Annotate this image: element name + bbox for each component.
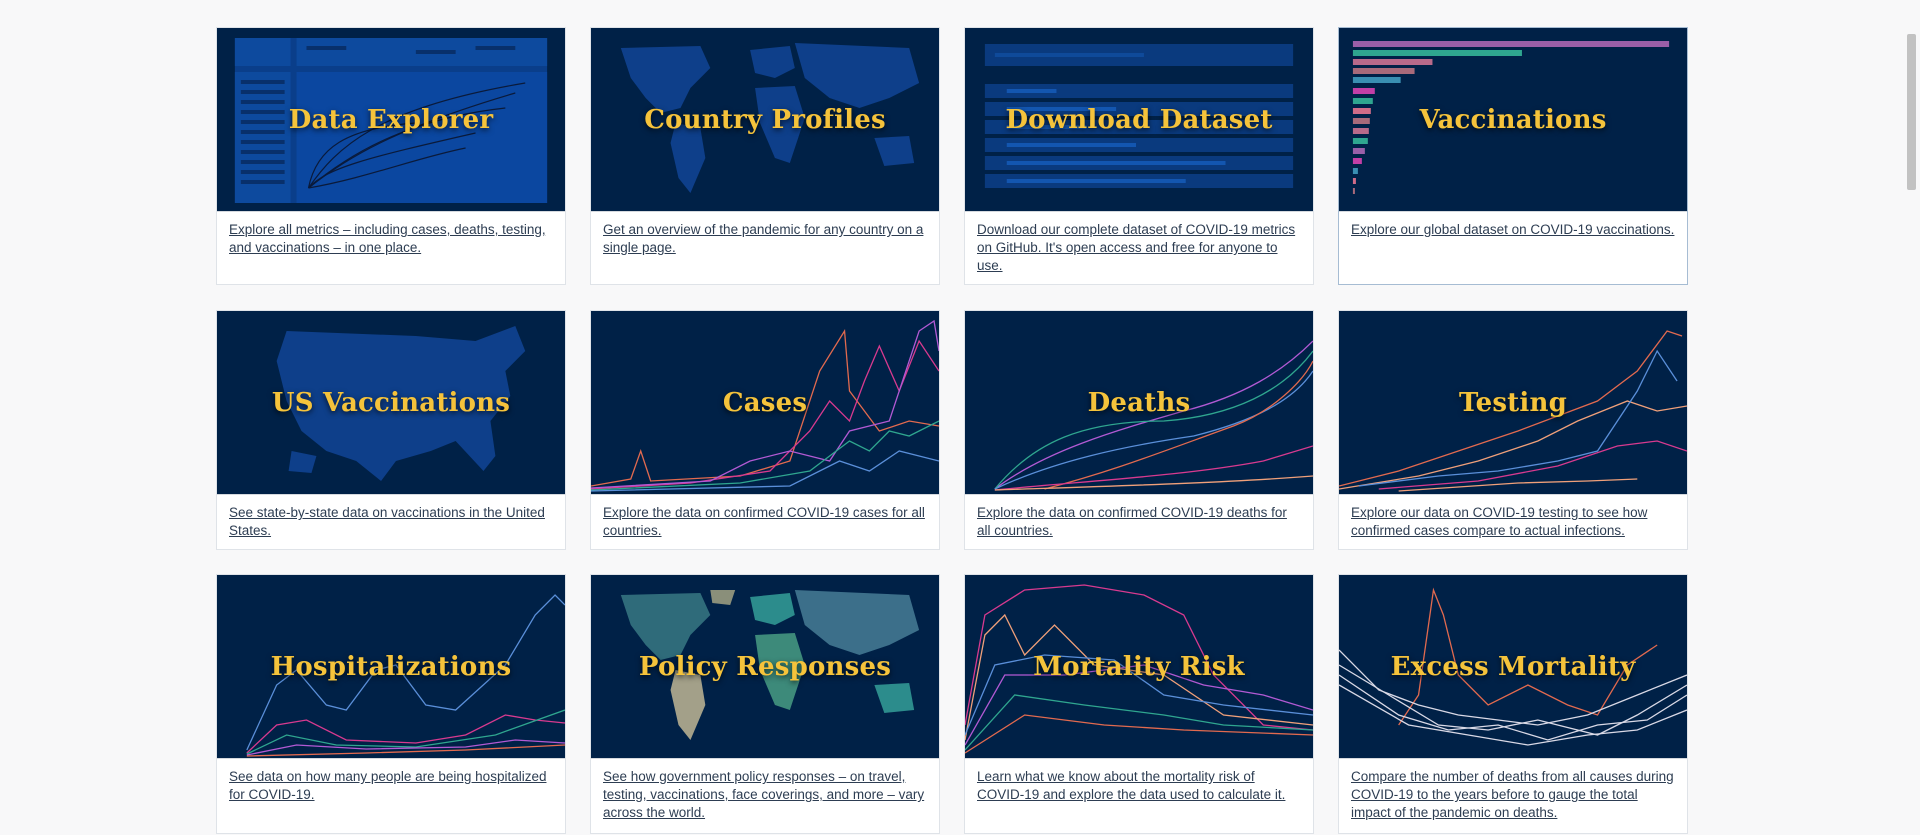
card-thumbnail: US Vaccinations: [217, 311, 565, 495]
scrollbar-thumb[interactable]: [1907, 34, 1916, 190]
mortality-lines-illustration: [965, 584, 1313, 754]
card-title: Download Dataset: [1005, 104, 1273, 135]
card-excess-mortality[interactable]: Excess Mortality Compare the number of d…: [1338, 574, 1688, 834]
cases-lines-illustration: [591, 319, 939, 492]
card-link[interactable]: Explore the data on confirmed COVID-19 c…: [603, 505, 925, 538]
card-testing[interactable]: Testing Explore our data on COVID-19 tes…: [1338, 310, 1688, 550]
cards-row-3: Hospitalizations See data on how many pe…: [216, 574, 1688, 834]
card-thumbnail: Data Explorer: [217, 28, 565, 212]
card-cases[interactable]: Cases Explore the data on confirmed COVI…: [590, 310, 940, 550]
card-thumbnail: Policy Responses: [591, 575, 939, 759]
card-mortality-risk[interactable]: Mortality Risk Learn what we know about …: [964, 574, 1314, 834]
card-policy-responses[interactable]: Policy Responses See how government poli…: [590, 574, 940, 834]
us-map-illustration: [276, 326, 526, 481]
card-title: Policy Responses: [638, 651, 892, 682]
card-hospitalizations[interactable]: Hospitalizations See data on how many pe…: [216, 574, 566, 834]
card-title: US Vaccinations: [271, 387, 511, 418]
card-thumbnail: Download Dataset: [965, 28, 1313, 212]
card-thumbnail: Hospitalizations: [217, 575, 565, 759]
cards-row-2: US Vaccinations See state-by-state data …: [216, 310, 1688, 550]
card-thumbnail: Country Profiles: [591, 28, 939, 212]
card-title: Vaccinations: [1419, 104, 1607, 135]
policy-map-illustration: [620, 590, 920, 740]
card-vaccinations[interactable]: Vaccinations Explore our global dataset …: [1338, 27, 1688, 285]
vaccination-bars-illustration: [1352, 41, 1670, 194]
card-title: Data Explorer: [288, 104, 494, 135]
card-thumbnail: Testing: [1339, 311, 1687, 495]
card-link[interactable]: Explore our data on COVID-19 testing to …: [1351, 505, 1648, 538]
testing-lines-illustration: [1339, 330, 1687, 492]
card-thumbnail: Mortality Risk: [965, 575, 1313, 759]
card-link[interactable]: Explore all metrics – including cases, d…: [229, 222, 546, 255]
card-thumbnail: Vaccinations: [1339, 28, 1687, 212]
card-link[interactable]: Compare the number of deaths from all ca…: [1351, 769, 1674, 820]
card-thumbnail: Excess Mortality: [1339, 575, 1687, 759]
dataset-table-illustration: [984, 44, 1294, 188]
card-link[interactable]: Learn what we know about the mortality r…: [977, 769, 1286, 802]
data-explorer-illustration: [234, 38, 548, 203]
card-title: Cases: [722, 387, 808, 418]
world-map-illustration: [620, 43, 920, 193]
card-link[interactable]: Explore our global dataset on COVID-19 v…: [1351, 222, 1675, 237]
card-title: Testing: [1459, 387, 1567, 418]
card-download-dataset[interactable]: Download Dataset Download our complete d…: [964, 27, 1314, 285]
card-us-vaccinations[interactable]: US Vaccinations See state-by-state data …: [216, 310, 566, 550]
card-title: Hospitalizations: [270, 651, 512, 682]
card-link[interactable]: Get an overview of the pandemic for any …: [603, 222, 924, 255]
deaths-lines-illustration: [994, 340, 1313, 491]
card-link[interactable]: See state-by-state data on vaccinations …: [229, 505, 545, 538]
card-thumbnail: Cases: [591, 311, 939, 495]
card-link[interactable]: Download our complete dataset of COVID-1…: [977, 222, 1296, 273]
card-link[interactable]: See data on how many people are being ho…: [229, 769, 547, 802]
card-thumbnail: Deaths: [965, 311, 1313, 495]
card-link[interactable]: Explore the data on confirmed COVID-19 d…: [977, 505, 1287, 538]
hospitalizations-lines-illustration: [246, 594, 565, 757]
card-title: Mortality Risk: [1033, 651, 1245, 682]
card-title: Country Profiles: [644, 104, 886, 135]
card-data-explorer[interactable]: Data Explorer Explore all metrics – incl…: [216, 27, 566, 285]
cards-row-1: Data Explorer Explore all metrics – incl…: [216, 27, 1688, 285]
card-deaths[interactable]: Deaths Explore the data on confirmed COV…: [964, 310, 1314, 550]
card-title: Excess Mortality: [1390, 651, 1636, 682]
card-link[interactable]: See how government policy responses – on…: [603, 769, 925, 820]
excess-mortality-lines-illustration: [1339, 587, 1687, 746]
card-title: Deaths: [1087, 387, 1191, 418]
card-country-profiles[interactable]: Country Profiles Get an overview of the …: [590, 27, 940, 285]
